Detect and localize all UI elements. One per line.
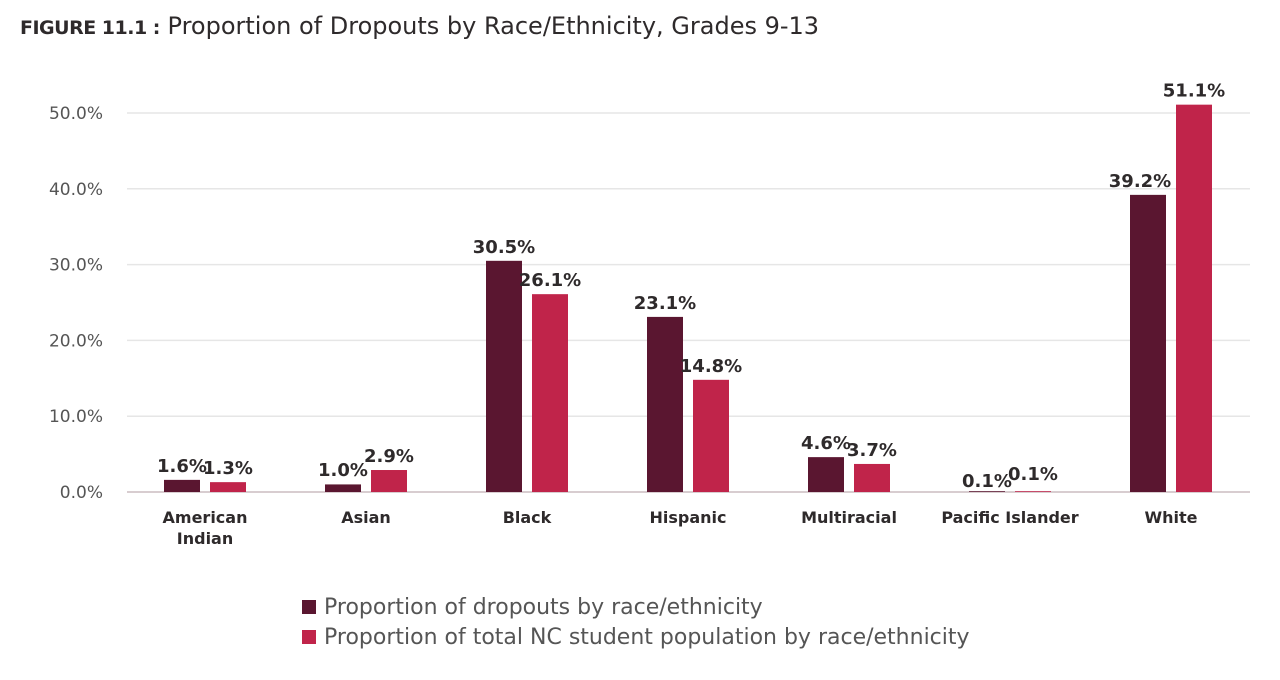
y-tick-label: 10.0% [49,407,103,427]
bar-population [1176,104,1212,493]
x-tick-label: American [163,508,248,527]
data-label: 3.7% [847,440,897,461]
x-tick-label: White [1144,508,1197,527]
data-label: 0.1% [1008,464,1058,485]
x-tick-label: Asian [341,508,391,527]
legend-label-dropouts: Proportion of dropouts by race/ethnicity [324,594,763,620]
bar-dropouts [808,457,844,492]
data-label: 0.1% [962,471,1012,492]
legend-swatch-dropouts [302,600,316,614]
x-tick-label: Pacific Islander [941,508,1078,527]
data-label: 51.1% [1163,81,1225,102]
data-label: 1.6% [157,456,207,477]
bar-dropouts [325,484,361,492]
title-text: Proportion of Dropouts by Race/Ethnicity… [167,12,820,40]
y-tick-label: 30.0% [49,256,103,276]
bar-population [371,470,407,492]
x-tick-label: Black [503,508,552,527]
data-label: 2.9% [364,446,414,467]
bar-population [1015,491,1051,492]
bar-population [532,294,568,492]
bar-dropouts [486,260,522,492]
x-tick-label: Multiracial [801,508,897,527]
bar-dropouts [1130,194,1166,492]
data-label: 30.5% [473,237,535,258]
figure-label: FIGURE 11.1 : [20,17,160,39]
y-tick-label: 20.0% [49,331,103,351]
data-label: 26.1% [519,270,581,291]
y-tick-label: 40.0% [49,180,103,200]
bar-population [210,482,246,492]
legend-label-population: Proportion of total NC student populatio… [324,624,970,650]
legend: Proportion of dropouts by race/ethnicity… [302,592,970,652]
bar-dropouts [164,479,200,492]
x-tick-label: Hispanic [649,508,726,527]
y-tick-label: 50.0% [49,104,103,124]
data-label: 4.6% [801,433,851,454]
data-label: 14.8% [680,356,742,377]
x-tick-label: Indian [177,529,233,548]
legend-swatch-population [302,630,316,644]
bar-dropouts [647,316,683,492]
legend-item-dropouts: Proportion of dropouts by race/ethnicity [302,592,970,622]
bar-population [854,463,890,492]
y-tick-label: 0.0% [60,483,103,503]
bar-dropouts [969,491,1005,492]
data-label: 39.2% [1109,171,1171,192]
chart-title: FIGURE 11.1 : Proportion of Dropouts by … [20,12,819,40]
bar-population [693,379,729,492]
data-label: 1.0% [318,460,368,481]
data-label: 23.1% [634,293,696,314]
data-label: 1.3% [203,458,253,479]
legend-item-population: Proportion of total NC student populatio… [302,622,970,652]
